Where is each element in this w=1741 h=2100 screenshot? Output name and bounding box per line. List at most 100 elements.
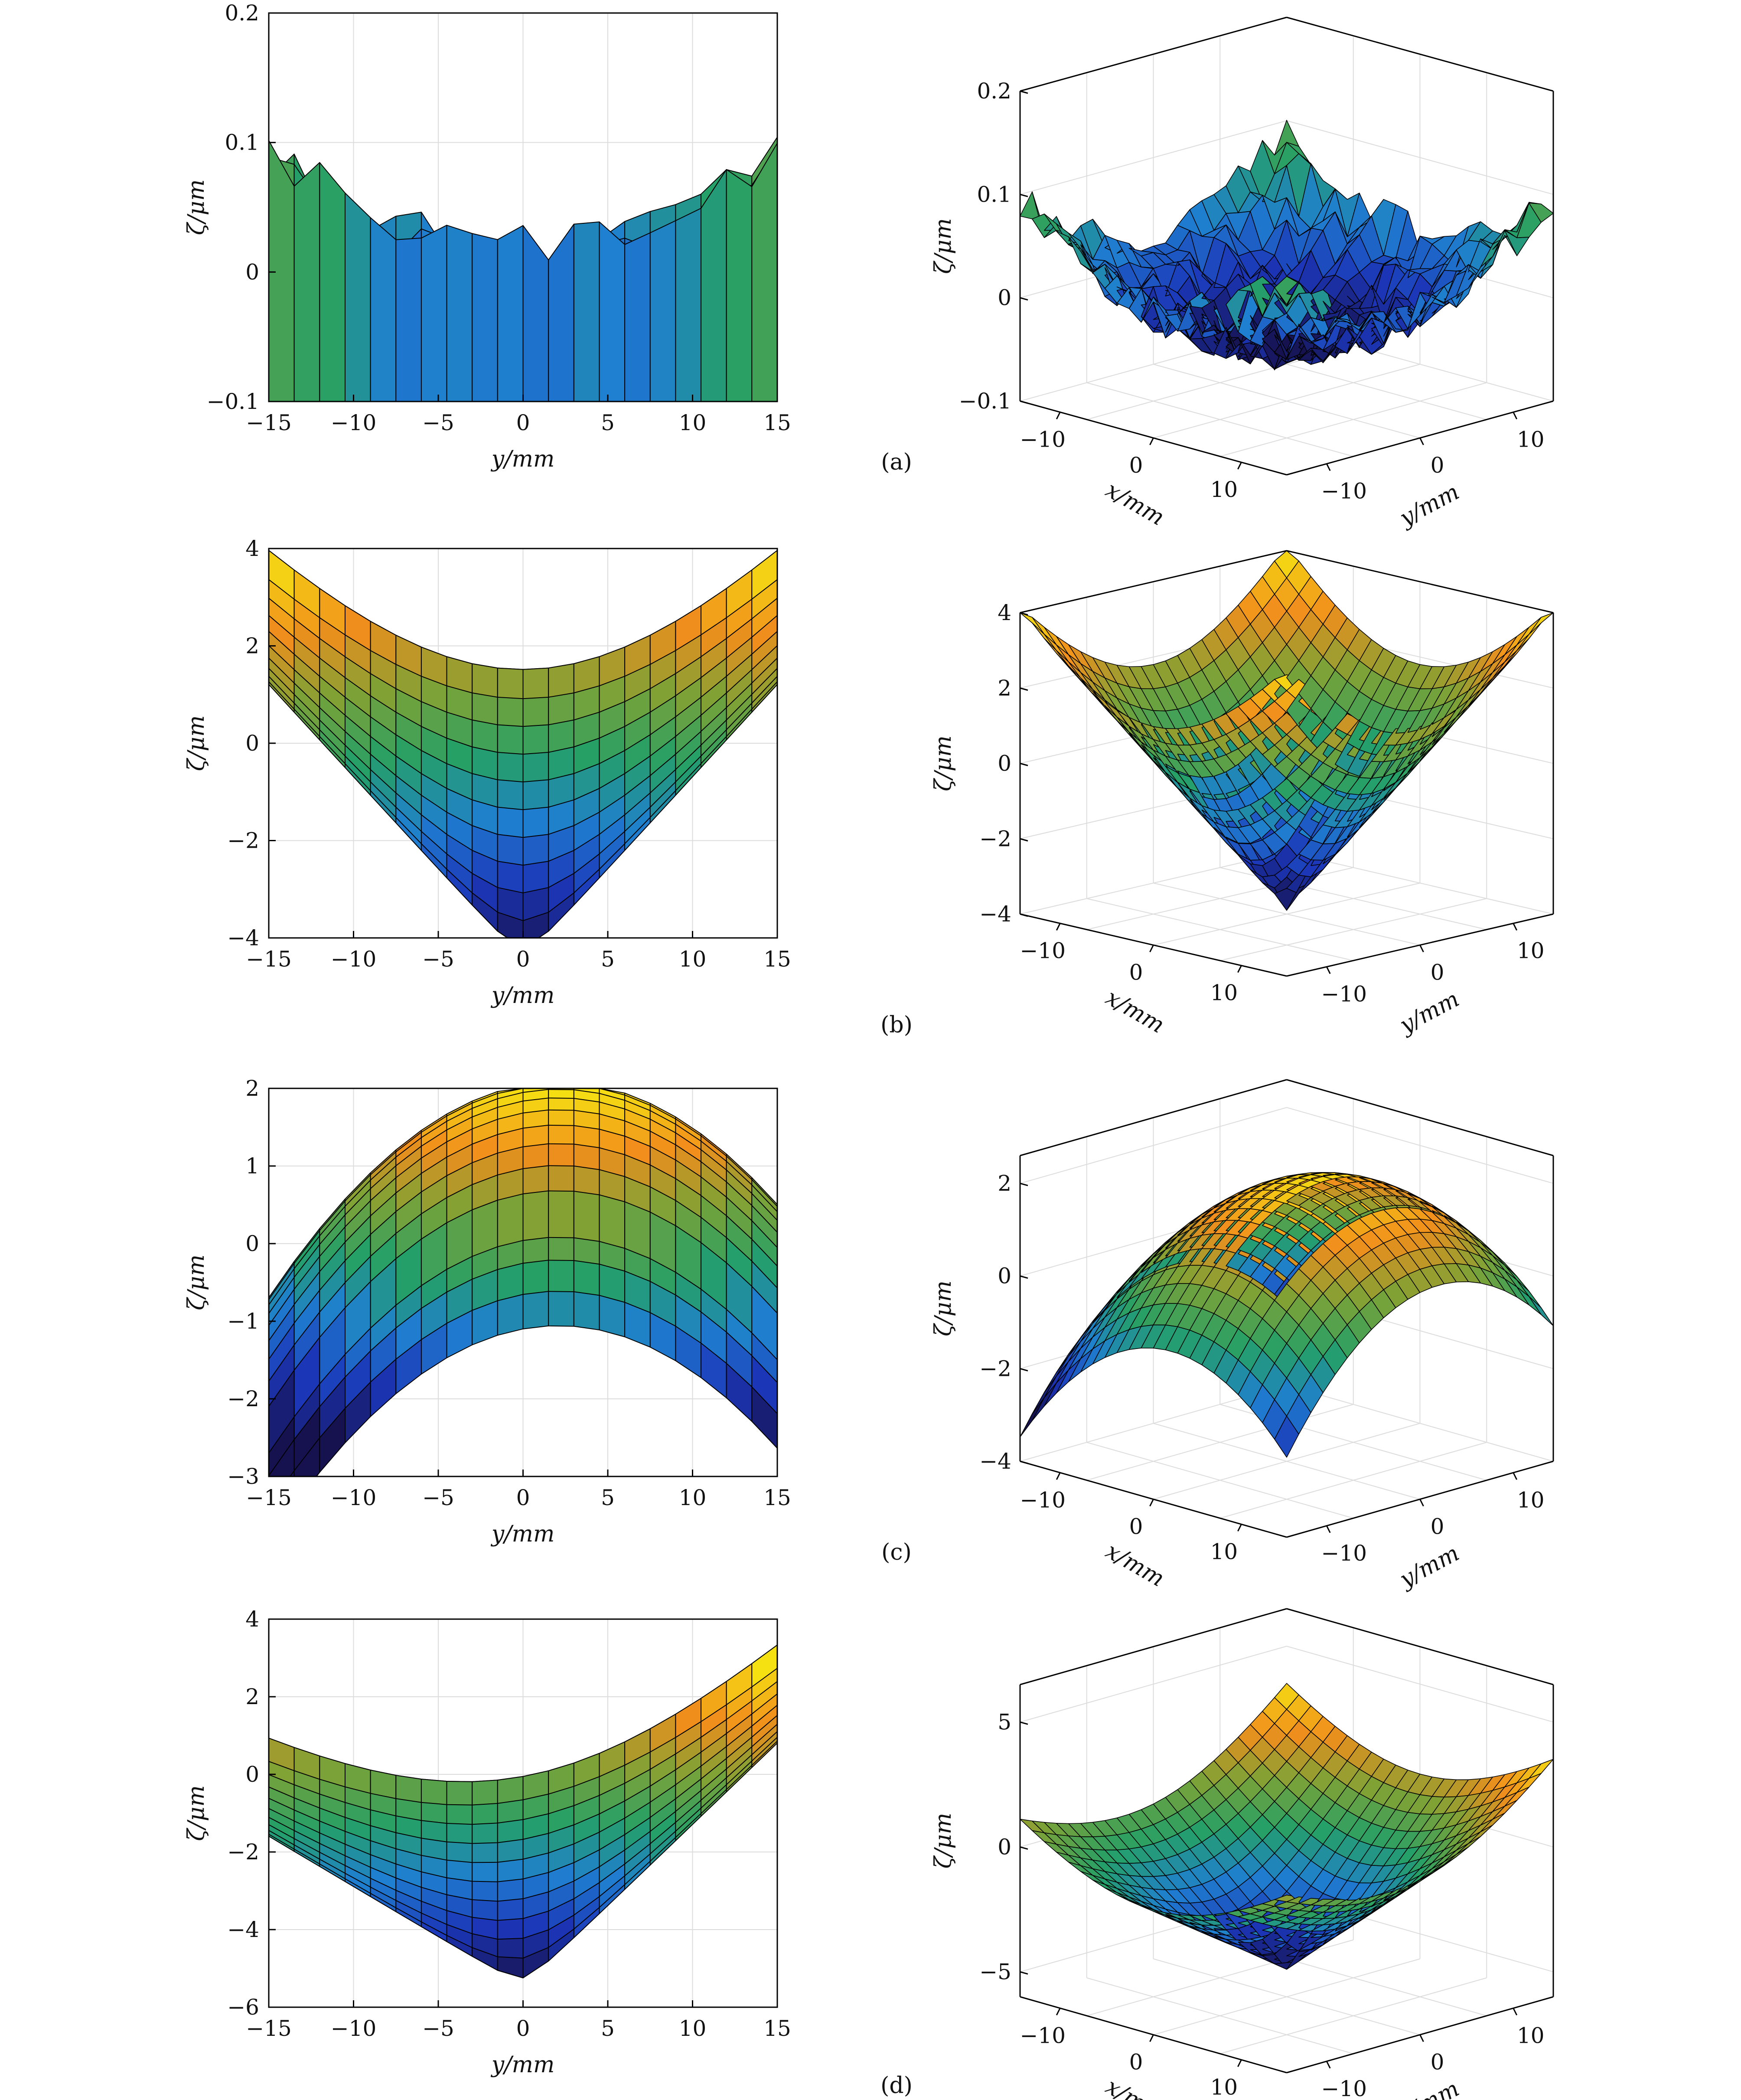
surface-cell xyxy=(701,169,727,402)
x-tick-mark xyxy=(1056,1472,1061,1480)
x-tick-label: 5 xyxy=(601,410,615,435)
surface-cell xyxy=(522,804,549,838)
x-tick-mark xyxy=(1056,2008,1061,2015)
y-tick-label: 0.2 xyxy=(225,0,259,26)
z-tick-mark xyxy=(1020,297,1028,301)
x-axis-label: y/mm xyxy=(491,446,555,472)
y-tick-label: −10 xyxy=(1321,479,1367,504)
surface-cell xyxy=(319,162,346,402)
surface-mesh xyxy=(269,1088,777,1476)
surface-cell xyxy=(395,238,422,402)
surface-mesh xyxy=(1020,1683,1554,1970)
z-tick-label: 0 xyxy=(998,1264,1011,1289)
surface-mesh xyxy=(1020,120,1554,370)
z-tick-mark xyxy=(1020,193,1028,197)
surface-cell xyxy=(548,223,574,402)
surface-mesh xyxy=(1020,550,1554,911)
surface-mesh xyxy=(269,550,777,938)
x-tick-label: −10 xyxy=(331,410,377,435)
surface-cell xyxy=(497,1193,524,1248)
surface-cell xyxy=(522,225,549,402)
z-tick-label: 0.2 xyxy=(977,78,1011,104)
surface-cell xyxy=(548,1190,574,1238)
surface-cell xyxy=(649,220,676,402)
z-tick-mark xyxy=(1020,90,1028,94)
y-tick-label: 0 xyxy=(245,1762,259,1787)
x-tick-label: −15 xyxy=(246,2016,292,2041)
y-tick-label: 0 xyxy=(245,1231,259,1256)
x-tick-label: 5 xyxy=(601,2016,615,2041)
surface-mesh xyxy=(269,1644,777,1979)
panel-label-a: (a) xyxy=(881,449,912,475)
x-tick-label: 0 xyxy=(516,1485,530,1510)
z-tick-mark xyxy=(1020,1182,1028,1186)
surface-cell xyxy=(421,225,447,402)
surface-cell xyxy=(497,722,524,755)
surface-cell xyxy=(497,804,524,838)
y-tick-mark xyxy=(1419,1499,1424,1507)
x-tick-label: −15 xyxy=(246,947,292,972)
surface-cell xyxy=(522,777,549,810)
y-tick-label: 0.1 xyxy=(225,130,259,155)
surface-cell xyxy=(599,221,626,402)
y-tick-mark xyxy=(1419,438,1424,445)
surface-cell xyxy=(522,722,549,755)
x-tick-label: −10 xyxy=(331,947,377,972)
surface-cell xyxy=(751,550,777,600)
x-axis-label: y/mm xyxy=(491,983,555,1009)
surface-cell xyxy=(421,1779,447,1805)
x-tick-label: 10 xyxy=(1210,477,1238,502)
panel-label-c: (c) xyxy=(881,1539,912,1565)
y-tick-label: −10 xyxy=(1321,982,1367,1007)
y-tick-label: 1 xyxy=(245,1153,259,1179)
surface-cell xyxy=(472,1780,498,1806)
x-tick-mark xyxy=(1149,2034,1154,2042)
box-edge xyxy=(1020,1608,1287,1685)
surface-cell xyxy=(472,233,498,402)
y-tick-mark xyxy=(1513,2008,1518,2015)
side-plot-3: −15 −10 −5 0 5 10 15 −6 −4 −2 0 2 4 y/mm ζ/μm xyxy=(183,1607,791,2078)
surface-cell xyxy=(522,750,549,783)
z-tick-label: −4 xyxy=(979,1449,1011,1474)
floor-grid-line xyxy=(1153,364,1420,438)
box-edge xyxy=(1286,1608,1554,1685)
z-tick-mark xyxy=(1020,612,1028,616)
z-tick-label: 0 xyxy=(998,751,1011,776)
surface-cell xyxy=(624,232,651,402)
surface-cell xyxy=(497,667,524,699)
x-tick-label: 10 xyxy=(1210,980,1238,1006)
y-tick-label: −2 xyxy=(227,828,259,853)
side-plot-1: −15 −10 −5 0 5 10 15 −4 −2 0 2 4 y/mm ζ/μm xyxy=(183,536,791,1009)
surface-cell xyxy=(522,1190,549,1241)
x-tick-label: 10 xyxy=(679,410,707,435)
x-tick-label: −10 xyxy=(1020,427,1066,452)
floor-grid-line xyxy=(1219,1442,1487,1519)
surface-cell xyxy=(446,225,473,402)
y-tick-label: −10 xyxy=(1321,2076,1367,2100)
z-tick-mark xyxy=(1020,1721,1028,1725)
surface-cell xyxy=(472,663,498,698)
surface-cell xyxy=(269,140,295,402)
z-tick-label: 5 xyxy=(998,1709,1011,1734)
x-tick-label: −10 xyxy=(1020,1487,1066,1512)
x-tick-label: 0 xyxy=(516,947,530,972)
y-tick-label: 0 xyxy=(1431,960,1444,985)
y-tick-mark xyxy=(1419,2034,1424,2042)
surface-mesh xyxy=(1020,1172,1554,1458)
z-axis-label: ζ/μm xyxy=(930,1280,956,1336)
y-tick-label: −2 xyxy=(227,1839,259,1865)
surface-cell xyxy=(472,1199,498,1257)
x-tick-label: 15 xyxy=(763,1485,791,1510)
box-edge xyxy=(1020,16,1287,92)
floor-grid-line xyxy=(1220,898,1487,961)
y-tick-label: 4 xyxy=(245,1607,259,1632)
x-tick-label: −15 xyxy=(246,410,292,435)
y-tick-label: 2 xyxy=(245,1684,259,1709)
z-tick-mark xyxy=(1020,838,1028,842)
x-tick-label: 0 xyxy=(1129,1514,1143,1539)
x-tick-label: 15 xyxy=(763,947,791,972)
surface-cell xyxy=(751,143,777,402)
y-tick-label: 0 xyxy=(1431,1514,1444,1539)
